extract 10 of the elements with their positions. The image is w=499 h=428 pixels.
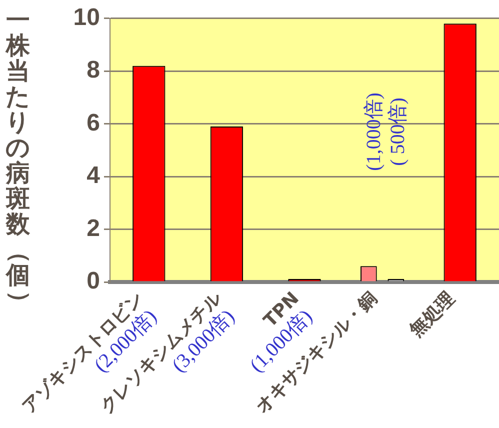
y-tick-label: 6: [86, 109, 100, 136]
y-tick-label: 8: [86, 56, 100, 84]
y-tick-label: 10: [73, 4, 100, 32]
x-tick-label: 無処理: [405, 288, 459, 342]
y-tick-label: 0: [86, 268, 100, 295]
annotation: ( 500倍): [386, 98, 409, 166]
text: 一株当たりの病斑数（個）: [6, 6, 34, 314]
annotation: (1,000倍): [362, 92, 385, 171]
y-tick-label: 2: [86, 214, 100, 242]
y-tick-label: 4: [86, 162, 101, 190]
